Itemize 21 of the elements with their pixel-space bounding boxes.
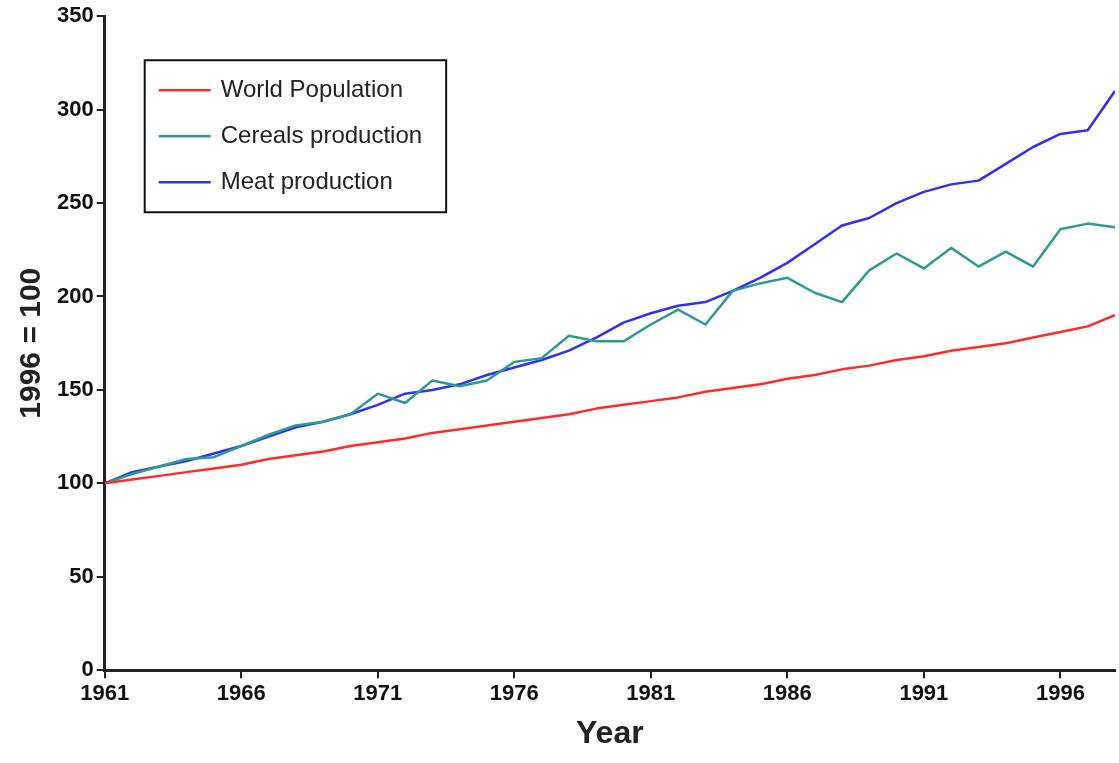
y-tick-label: 150 [56, 375, 94, 401]
legend-label: World Population [220, 74, 404, 102]
x-tick-label: 1961 [80, 680, 130, 706]
y-tick-label: 200 [56, 282, 94, 308]
x-tick-label: 1971 [353, 680, 403, 706]
y-tick-label: 100 [56, 469, 94, 495]
x-tick-label: 1976 [489, 680, 539, 706]
legend-label: Cereals production [220, 120, 423, 148]
y-tick-label: 250 [56, 189, 94, 215]
x-axis-title: Year [576, 713, 644, 750]
x-tick-label: 1991 [899, 680, 949, 706]
x-tick-label: 1966 [216, 680, 266, 706]
x-tick-label: 1981 [626, 680, 676, 706]
legend-label: Meat production [220, 166, 393, 194]
y-tick-label: 50 [69, 562, 94, 588]
y-axis-title: 1996 = 100 [13, 267, 47, 419]
x-tick-label: 1996 [1035, 680, 1085, 706]
y-tick-label: 300 [56, 95, 94, 121]
y-tick-label: 0 [81, 656, 94, 682]
x-tick-label: 1986 [762, 680, 812, 706]
y-tick-label: 350 [56, 2, 94, 28]
